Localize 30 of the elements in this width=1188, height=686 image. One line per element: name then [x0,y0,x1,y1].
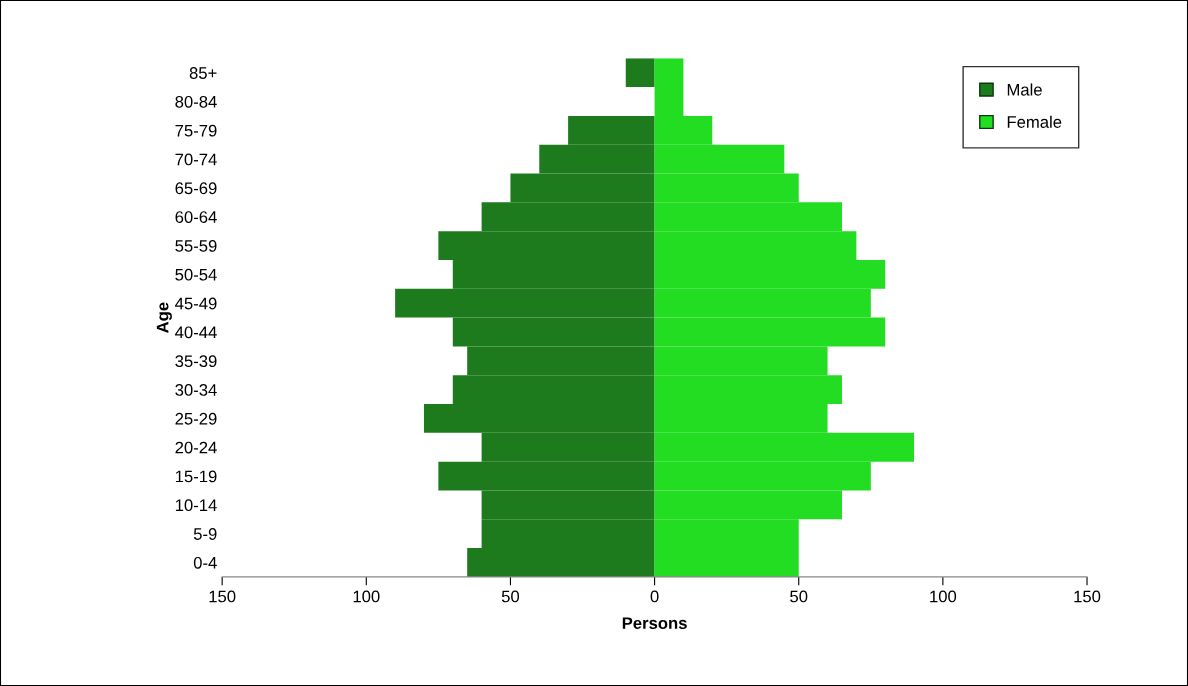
x-tick-label: 100 [930,590,957,603]
y-tick-label: 75-79 [175,124,217,137]
y-tick-label: 20-24 [175,441,217,454]
y-tick-label: 70-74 [175,153,217,166]
x-tick-label: 0 [650,590,659,603]
bar [625,58,655,88]
y-tick-label: 65-69 [175,182,217,195]
y-tick-label: 25-29 [175,412,217,425]
y-tick-label: 80-84 [175,95,217,108]
y-tick-label: 50-54 [175,268,217,281]
x-tick-label: 150 [1074,590,1101,603]
y-tick-label: 5-9 [193,528,217,540]
legend-label: Female [1007,115,1062,128]
y-tick-label: 0-4 [193,556,217,569]
y-tick-label: 15-19 [175,470,217,483]
y-tick-label: 35-39 [175,355,217,368]
y-tick-label: 85+ [189,67,217,79]
x-tick-label: 50 [790,590,808,603]
x-tick-label: 100 [353,590,380,603]
x-tick-label: 150 [209,590,236,603]
y-tick-label: 60-64 [175,211,217,223]
y-tick-label: 10-14 [175,499,217,512]
y-tick-label: 30-34 [175,384,217,396]
legend-label: Male [1007,83,1042,96]
y-tick-label: 55-59 [175,239,217,252]
y-tick-label: 45-49 [175,297,217,310]
x-tick-label: 50 [501,590,520,603]
y-axis-title: Age [156,302,172,333]
x-axis-title: Persons [622,617,687,630]
y-tick-label: 40-44 [175,326,217,339]
